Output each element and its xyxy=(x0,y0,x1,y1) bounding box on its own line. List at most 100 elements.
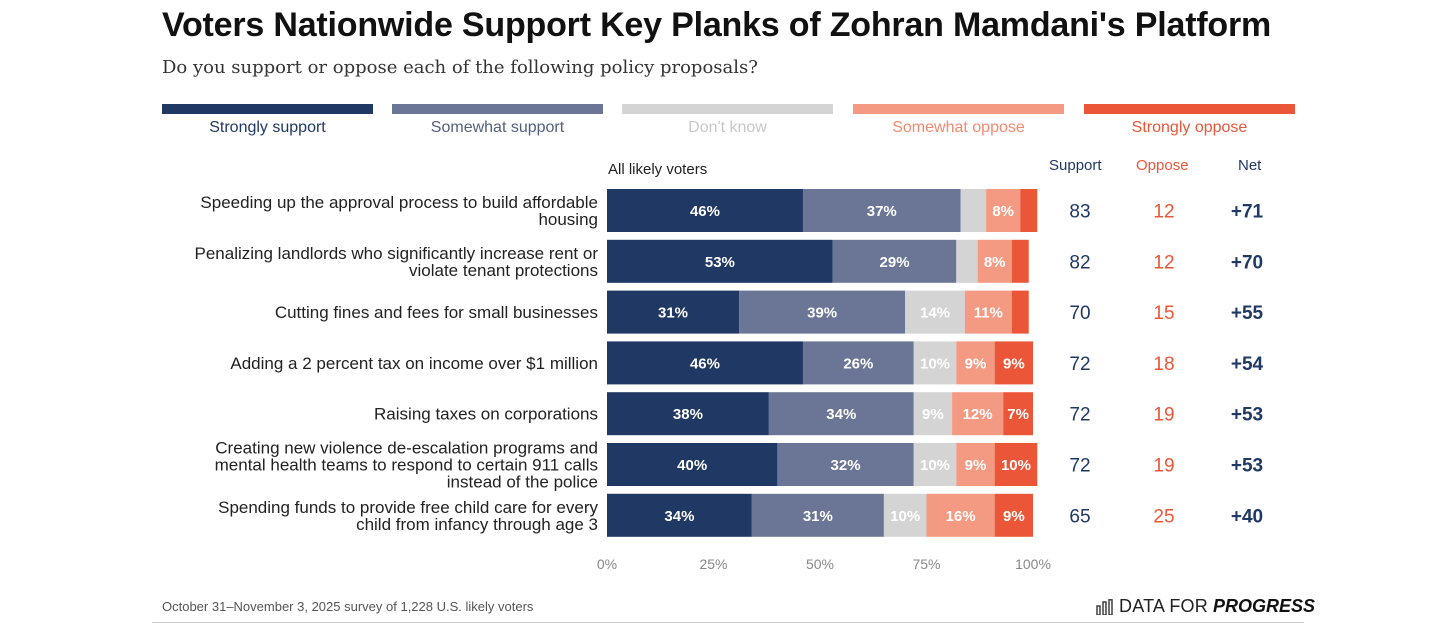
category-label: Creating new violence de-escalation prog… xyxy=(215,439,598,492)
bar-segment xyxy=(1011,239,1029,283)
bar-segment xyxy=(952,392,1004,436)
category-label-line: Adding a 2 percent tax on income over $1… xyxy=(230,354,598,373)
x-tick-label: 75% xyxy=(912,556,940,572)
bar-chart-icon xyxy=(1096,598,1113,615)
bar-segment xyxy=(913,392,953,436)
legend-label-dont-know: Don't know xyxy=(688,119,767,136)
bar-segment xyxy=(802,189,961,232)
data-label: 16% xyxy=(946,508,976,525)
bar-segment xyxy=(768,392,914,436)
data-label: 10% xyxy=(1001,457,1031,474)
summary-value: 12 xyxy=(1153,202,1174,223)
data-label: 9% xyxy=(965,457,987,474)
column-header-oppose: Oppose xyxy=(1136,157,1189,174)
category-label-line: Speeding up the approval process to buil… xyxy=(200,193,598,212)
bar-segment xyxy=(802,341,914,385)
summary-value: 18 xyxy=(1153,354,1174,375)
legend-label-strongly-support: Strongly support xyxy=(209,119,326,136)
data-label: 53% xyxy=(705,254,735,271)
survey-note: October 31–November 3, 2025 survey of 1,… xyxy=(162,599,534,614)
bar-segment xyxy=(986,189,1021,232)
legend-item-somewhat-support: Somewhat support xyxy=(392,104,603,138)
bar-segment xyxy=(607,493,752,537)
bar-segment xyxy=(913,443,957,486)
x-tick-label: 25% xyxy=(699,556,727,572)
chart-subtitle: Do you support or oppose each of the fol… xyxy=(162,57,758,78)
category-label: Cutting fines and fees for small busines… xyxy=(275,303,598,322)
column-header-net: Net xyxy=(1238,157,1262,174)
data-label: 9% xyxy=(1003,355,1025,372)
legend-label-somewhat-oppose: Somewhat oppose xyxy=(892,119,1025,136)
bar-segment xyxy=(739,290,906,334)
summary-value: 70 xyxy=(1069,303,1090,324)
bar-group-label: All likely voters xyxy=(608,161,708,178)
category-label: Raising taxes on corporations xyxy=(374,405,598,424)
data-for-progress-logo: DATA FOR PROGRESS xyxy=(1096,596,1315,617)
category-label-line: instead of the police xyxy=(447,473,598,492)
bar-segment xyxy=(1003,392,1033,436)
bar-segment xyxy=(977,239,1012,283)
bar-segment xyxy=(960,189,987,232)
bar-segment xyxy=(956,341,995,385)
data-label: 14% xyxy=(920,305,950,322)
data-label: 9% xyxy=(922,406,944,423)
summary-value: 12 xyxy=(1153,252,1174,273)
bar-segment xyxy=(905,290,965,334)
category-label: Penalizing landlords who significantly i… xyxy=(195,244,599,280)
data-label: 31% xyxy=(658,305,688,322)
category-label-line: mental health teams to respond to certai… xyxy=(215,456,598,475)
category-label: Spending funds to provide free child car… xyxy=(218,498,598,534)
category-label-line: violate tenant protections xyxy=(409,261,598,280)
bar-segment xyxy=(994,341,1033,385)
column-header-support: Support xyxy=(1049,157,1102,174)
legend-swatch-strongly-support xyxy=(162,104,373,114)
x-tick-label: 0% xyxy=(597,556,617,572)
summary-value: 72 xyxy=(1069,354,1090,375)
bar-segment xyxy=(994,493,1033,537)
logo-text-data-for: DATA FOR xyxy=(1119,596,1208,616)
bar-segment xyxy=(607,290,740,334)
bar-segment xyxy=(1011,290,1029,334)
data-label: 40% xyxy=(677,457,707,474)
data-label: 10% xyxy=(920,355,950,372)
data-label: 46% xyxy=(690,355,720,372)
category-label-line: housing xyxy=(538,210,598,229)
summary-value: 19 xyxy=(1153,405,1174,426)
summary-value: +40 xyxy=(1231,506,1263,527)
category-label-line: Spending funds to provide free child car… xyxy=(218,498,598,517)
summary-value: 72 xyxy=(1069,405,1090,426)
bar-segment xyxy=(607,392,769,436)
bar-segment xyxy=(607,341,803,385)
data-label: 12% xyxy=(963,406,993,423)
bar-segment xyxy=(913,341,957,385)
x-tick-label: 100% xyxy=(1015,556,1051,572)
data-label: 29% xyxy=(880,254,910,271)
summary-value: 15 xyxy=(1153,303,1174,324)
summary-value: +53 xyxy=(1231,405,1263,426)
category-label: Adding a 2 percent tax on income over $1… xyxy=(230,354,598,373)
legend-item-dont-know: Don't know xyxy=(622,104,833,138)
summary-value: 82 xyxy=(1069,252,1090,273)
footer-divider xyxy=(152,622,1304,623)
bar-segment xyxy=(1020,189,1038,232)
data-label: 37% xyxy=(867,203,897,220)
bar-segment xyxy=(751,493,884,537)
data-label: 10% xyxy=(920,457,950,474)
category-label: Speeding up the approval process to buil… xyxy=(200,193,598,229)
data-label: 32% xyxy=(831,457,861,474)
chart-title: Voters Nationwide Support Key Planks of … xyxy=(162,6,1272,44)
category-label-line: Penalizing landlords who significantly i… xyxy=(195,244,599,263)
bar-segment xyxy=(964,290,1012,334)
bar-segment xyxy=(956,443,995,486)
summary-value: +70 xyxy=(1231,252,1263,273)
data-label: 8% xyxy=(992,203,1014,220)
data-label: 46% xyxy=(690,203,720,220)
bar-segment xyxy=(607,443,778,486)
legend-item-strongly-support: Strongly support xyxy=(162,104,373,138)
bar-segment xyxy=(956,239,978,283)
legend-swatch-strongly-oppose xyxy=(1084,104,1295,114)
legend-swatch-dont-know xyxy=(622,104,833,114)
legend-swatch-somewhat-support xyxy=(392,104,603,114)
summary-value: 65 xyxy=(1069,506,1090,527)
